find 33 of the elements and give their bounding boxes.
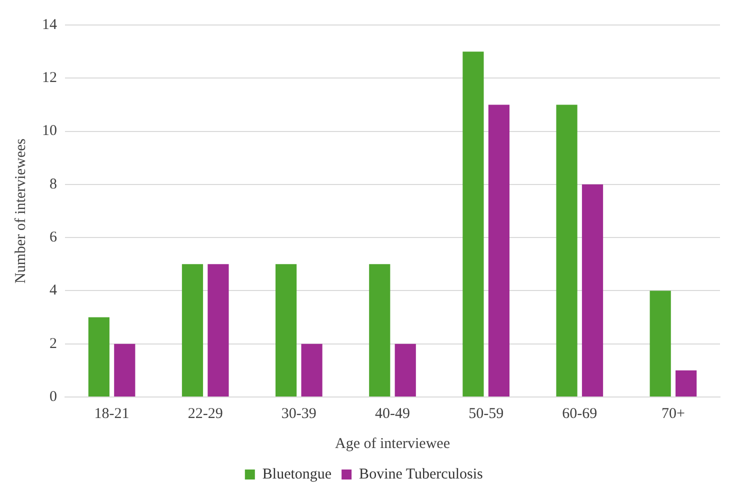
y-tick-label: 10 <box>42 123 57 140</box>
x-tick-label: 40-49 <box>375 406 410 422</box>
y-tick-label: 14 <box>42 16 58 33</box>
y-tick-label: 6 <box>50 230 58 246</box>
y-tick-label: 8 <box>50 176 57 192</box>
bar <box>301 344 322 396</box>
bar <box>488 104 510 396</box>
bar <box>650 290 671 396</box>
y-tick-label: 2 <box>50 336 57 352</box>
bar <box>556 104 578 396</box>
bar <box>88 317 110 396</box>
bar <box>276 264 297 396</box>
bar <box>394 344 416 396</box>
x-tick-label: 18-21 <box>94 406 130 422</box>
y-tick-label: 12 <box>42 70 57 86</box>
legend-label: Bluetongue <box>262 466 332 482</box>
x-axis-title: Age of interviewee <box>335 436 450 452</box>
y-tick-label: 4 <box>50 282 58 299</box>
x-tick-label: 22-29 <box>188 406 223 422</box>
bar <box>676 370 697 396</box>
bar <box>208 264 229 396</box>
bar <box>462 52 484 396</box>
bar <box>114 344 136 396</box>
bar <box>582 184 604 396</box>
y-tick-label: 0 <box>50 388 57 405</box>
x-tick-label: 60-69 <box>562 406 598 422</box>
legend-label: Bovine Tuberculosis <box>359 466 483 482</box>
y-axis-title: Number of interviewees <box>12 138 29 284</box>
x-tick-label: 50-59 <box>468 406 504 422</box>
x-tick-label: 30-39 <box>281 406 316 422</box>
bar <box>182 264 204 396</box>
bar <box>369 264 390 396</box>
x-tick-label: 70+ <box>661 406 685 422</box>
